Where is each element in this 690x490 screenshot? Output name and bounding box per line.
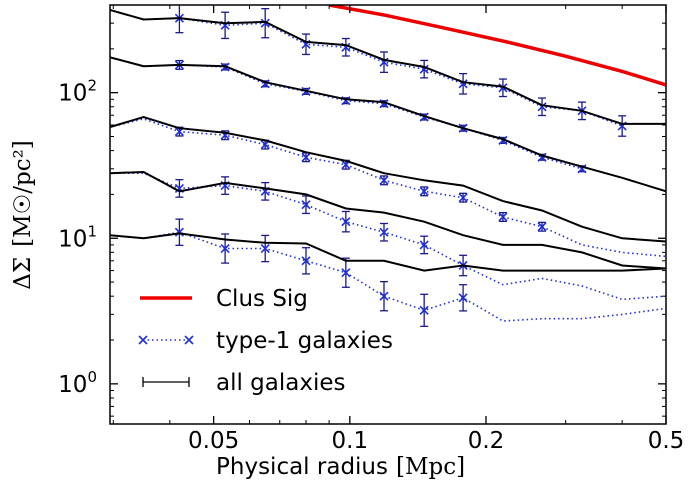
tick-layer: 0.05 0.1 0.2 0.5 100 101 102 — [58, 4, 685, 454]
legend-swatch-x-marker — [184, 335, 194, 345]
legend-label: all galaxies — [216, 370, 346, 396]
legend-entry-2: type-1 galaxies — [138, 328, 393, 354]
type1-series-line — [110, 231, 666, 322]
x-axis-label: Physical radius — [216, 454, 388, 480]
type1-point-x — [341, 217, 351, 227]
type1-point-x — [537, 222, 547, 232]
plot-frame — [109, 4, 667, 425]
all-series-line — [110, 115, 666, 243]
legend-swatch-x-marker — [138, 335, 148, 345]
x-axis-title: Physical radius [Mpc] — [216, 454, 465, 480]
type1-point-x — [419, 240, 429, 250]
type1-point-x — [458, 293, 468, 303]
legend-entry-3: all galaxies — [142, 370, 346, 396]
type1-point-x — [458, 193, 468, 203]
type1-point-x — [498, 212, 508, 222]
type1-point-x — [379, 175, 389, 185]
type1-point-x — [379, 227, 389, 237]
type1-point-x — [419, 305, 429, 315]
galaxy-group-2 — [110, 56, 666, 193]
x-tick-label: 0.5 — [648, 428, 685, 454]
galaxy-group-4 — [110, 170, 666, 301]
type1-point-x — [174, 227, 184, 237]
all-series-line — [110, 8, 666, 125]
type1-point-x — [498, 83, 508, 93]
y-tick-label: 102 — [58, 77, 97, 107]
legend-label: Clus Sig — [216, 286, 308, 312]
type1-point-x — [419, 186, 429, 196]
clus-sig-line — [328, 5, 666, 87]
x-tick-label: 0.1 — [332, 428, 369, 454]
data-layer — [110, 5, 666, 327]
type1-point-x — [260, 18, 270, 28]
galaxy-group-5 — [110, 218, 666, 327]
x-axis-unit: [Mpc] — [396, 454, 465, 480]
galaxy-group-1 — [110, 5, 666, 137]
type1-point-x — [220, 243, 230, 254]
all-series-line — [110, 170, 666, 270]
legend: Clus Sig type-1 galaxies all galaxies — [138, 286, 393, 396]
type1-point-x — [301, 256, 311, 266]
legend-label: type-1 galaxies — [216, 328, 393, 354]
legend-entry-1: Clus Sig — [140, 286, 308, 312]
all-series-line — [110, 232, 666, 272]
y-axis-label: ΔΣ — [10, 257, 36, 290]
svg-text:ΔΣ[M☉/pc²]: ΔΣ [M☉/pc²] — [10, 140, 36, 290]
all-series-line — [110, 56, 666, 193]
y-tick-label: 100 — [58, 368, 97, 398]
type1-point-x — [301, 200, 311, 210]
y-axis-title: ΔΣ [M☉/pc²] — [10, 140, 36, 290]
type1-point-x — [260, 243, 270, 254]
y-tick-label: 101 — [58, 222, 97, 252]
galaxy-group-3 — [110, 115, 666, 258]
x-tick-label: 0.05 — [188, 428, 239, 454]
type1-point-x — [341, 268, 351, 278]
type1-point-x — [379, 291, 389, 301]
y-axis-unit: [M☉/pc²] — [10, 140, 36, 247]
type1-point-x — [301, 152, 311, 162]
x-tick-label: 0.2 — [468, 428, 505, 454]
